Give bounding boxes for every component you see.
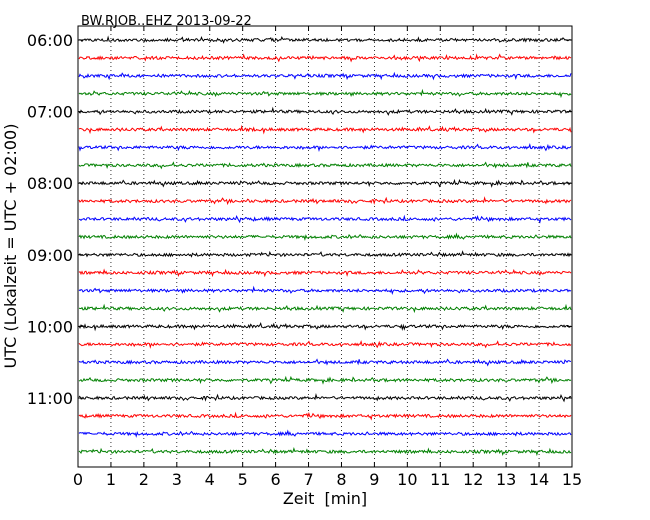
- x-tick-label: 14: [529, 470, 549, 489]
- x-tick-label: 6: [271, 470, 281, 489]
- trace-line: [78, 268, 572, 278]
- trace-line: [78, 232, 572, 242]
- x-tick-label: 9: [369, 470, 379, 489]
- trace-line: [78, 88, 572, 99]
- trace-line: [78, 340, 572, 349]
- trace-line: [78, 106, 572, 116]
- trace-line: [78, 392, 572, 403]
- x-tick-label: 1: [106, 470, 116, 489]
- trace-line: [78, 124, 572, 135]
- plot-frame: [77, 25, 573, 468]
- y-tick-label: 07:00: [27, 103, 73, 122]
- trace-line: [78, 285, 572, 296]
- x-tick-label: 13: [496, 470, 516, 489]
- x-tick-label: 15: [562, 470, 582, 489]
- y-tick-label: 11:00: [27, 389, 73, 408]
- chart-title: BW.RJOB..EHZ 2013-09-22: [81, 14, 252, 29]
- trace-line: [78, 71, 572, 81]
- x-axis-label: Zeit [min]: [283, 489, 367, 508]
- y-tick-label: 06:00: [27, 31, 73, 50]
- trace-line: [79, 214, 572, 224]
- y-tick-label: 08:00: [27, 174, 73, 193]
- x-tick-label: 5: [238, 470, 248, 489]
- x-tick-label: 7: [303, 470, 313, 489]
- trace-line: [78, 161, 572, 170]
- y-axis-label: UTC (Lokalzeit = UTC + 02:00): [1, 124, 20, 369]
- x-tick-label: 8: [336, 470, 346, 489]
- seismic-traces: [78, 35, 572, 457]
- trace-line: [78, 358, 571, 367]
- trace-line: [78, 447, 572, 457]
- y-axis-ticks: 06:00 07:00 08:00 09:00 10:00 11:00: [27, 31, 572, 408]
- trace-line: [78, 53, 572, 63]
- x-tick-label: 10: [397, 470, 417, 489]
- trace-line: [78, 196, 572, 206]
- vertical-grid: [110, 26, 540, 467]
- trace-line: [78, 375, 572, 385]
- trace-line: [78, 35, 572, 44]
- trace-line: [78, 411, 572, 421]
- trace-line: [78, 303, 572, 314]
- trace-line: [78, 429, 572, 438]
- trace-line: [78, 250, 572, 258]
- trace-line: [78, 178, 572, 188]
- x-axis-ticks: 0 1 2 3 4 5 6 7 8 9 10 11 12 13 14 15: [73, 26, 582, 489]
- trace-line: [78, 321, 572, 332]
- x-tick-label: 3: [172, 470, 182, 489]
- x-tick-label: 12: [463, 470, 483, 489]
- trace-line: [78, 143, 572, 153]
- x-tick-label: 4: [205, 470, 215, 489]
- x-tick-label: 11: [430, 470, 450, 489]
- x-tick-label: 2: [139, 470, 149, 489]
- y-tick-label: 09:00: [27, 246, 73, 265]
- x-tick-label: 0: [73, 470, 83, 489]
- y-tick-label: 10:00: [27, 317, 73, 336]
